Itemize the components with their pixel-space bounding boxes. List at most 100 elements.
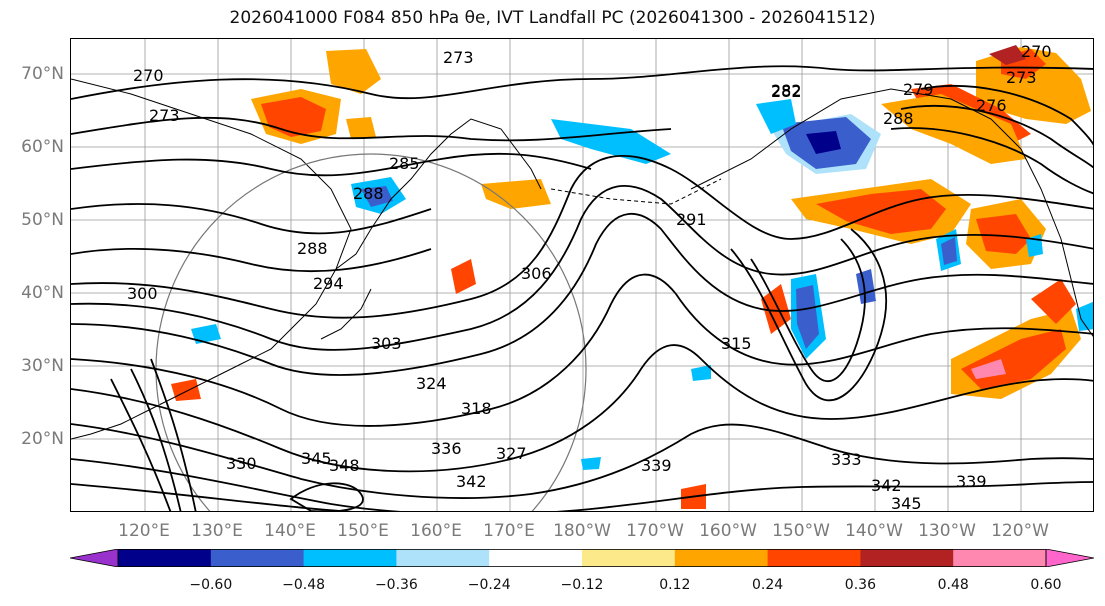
colorbar-segment	[303, 549, 397, 567]
contour-label: 345	[891, 494, 922, 512]
contour-label: 291	[676, 210, 707, 229]
contour-label: 342	[871, 476, 902, 495]
contour-label: 285	[389, 154, 420, 173]
lon-label-180w: 180°W	[553, 521, 611, 541]
colorbar-segment	[674, 549, 769, 567]
colorbar-segment	[118, 549, 212, 567]
colorbar-segment	[860, 549, 954, 567]
contour-label: 345	[301, 449, 332, 468]
pc-blob	[989, 45, 1026, 65]
lat-label-70n: 70°N	[21, 64, 64, 84]
pc-blob	[976, 214, 1031, 254]
pc-shading	[171, 45, 1093, 509]
contour-label: 306	[521, 264, 552, 283]
pc-blob	[191, 324, 221, 344]
colorbar-segment	[210, 549, 305, 567]
contour-label: 288	[353, 184, 384, 203]
lon-label-160e: 160°E	[410, 521, 462, 541]
contour-label: 333	[831, 450, 862, 469]
contour-label: 339	[641, 456, 672, 475]
colorbar-segment	[767, 549, 861, 567]
colorbar-tick-label: −0.36	[374, 577, 418, 593]
contour-label: 300	[127, 284, 158, 303]
lon-label-120w: 120°W	[991, 521, 1049, 541]
colorbar-outline	[117, 549, 1047, 567]
pc-blob	[971, 359, 1006, 379]
pc-blob	[361, 186, 393, 207]
lon-label-140w: 140°W	[845, 521, 903, 541]
contour-label: 288	[883, 109, 914, 128]
contour-label: 327	[496, 444, 527, 463]
pc-blob	[1031, 279, 1076, 324]
pc-blob	[761, 284, 791, 334]
lon-label-140e: 140°E	[264, 521, 316, 541]
colorbar-segment	[953, 549, 1047, 567]
lon-label-170w: 170°W	[626, 521, 684, 541]
colorbar-tick-label: −0.12	[560, 577, 604, 593]
lon-label-150w: 150°W	[772, 521, 830, 541]
map-title: 2026041000 F084 850 hPa θe, IVT Landfall…	[229, 8, 876, 28]
pc-blob	[451, 259, 476, 294]
lat-label-40n: 40°N	[21, 283, 64, 303]
colorbar-tick-label: 0.48	[937, 577, 969, 593]
lat-label-30n: 30°N	[21, 356, 64, 376]
lon-label-130e: 130°E	[191, 521, 243, 541]
contour-label: 303	[371, 334, 402, 353]
contour-label: 273	[149, 106, 180, 125]
contour-label: 279	[903, 80, 934, 99]
colorbar-tick-label: 0.60	[1030, 577, 1062, 593]
contour-label: 270	[1021, 42, 1052, 61]
pc-blob	[806, 131, 841, 154]
pc-blob	[551, 119, 671, 164]
contour-label: 270	[133, 66, 164, 85]
lat-label-60n: 60°N	[21, 137, 64, 157]
pc-blob	[941, 237, 957, 265]
pc-blob	[796, 285, 819, 349]
colorbar-segment	[582, 549, 676, 567]
contour-label: 294	[313, 274, 344, 293]
pc-blob	[481, 179, 551, 209]
contour-label: 330	[226, 454, 257, 473]
contour-label: 273	[443, 48, 474, 67]
pc-blob	[326, 49, 381, 94]
contour-label: 273	[1006, 68, 1037, 87]
pc-blob	[171, 379, 201, 401]
contour-label: 276	[976, 96, 1007, 115]
contour-label: 348	[329, 456, 360, 475]
colorbar-tick-label: 0.12	[659, 577, 691, 593]
contour-label: 282	[771, 81, 802, 100]
lon-label-160w: 160°W	[699, 521, 757, 541]
contour-label: 318	[461, 399, 492, 418]
colorbar-tick-label: 0.24	[752, 577, 784, 593]
contour-label: 342	[456, 472, 487, 491]
colorbar-segment	[396, 549, 490, 567]
pc-blob	[691, 365, 711, 381]
colorbar-extend-max	[1045, 549, 1094, 567]
pc-blob	[856, 269, 876, 304]
lon-label-150e: 150°E	[337, 521, 389, 541]
lon-label-170e: 170°E	[483, 521, 535, 541]
coastlines	[71, 78, 1093, 440]
contour-label-layer: 270 273 273 282 288 285 288 294 300 303 306 315 324 3…	[127, 42, 1052, 512]
lat-label-20n: 20°N	[21, 429, 64, 449]
contour-label: 282	[771, 82, 802, 101]
contour-label: 315	[721, 334, 752, 353]
colorbar-tick-label: −0.24	[467, 577, 511, 593]
colorbar-tick-label: −0.60	[189, 577, 233, 593]
contour-label: 339	[956, 472, 987, 491]
pc-blob	[756, 99, 796, 134]
pc-blob	[346, 117, 376, 139]
theta-e-contours	[71, 65, 1093, 511]
pc-blob	[881, 94, 1026, 164]
map-canvas: 270 273 273 282 288 285 288 294 300 303 306 315 324 3…	[71, 39, 1093, 512]
colorbar-segment	[489, 549, 583, 567]
colorbar	[70, 549, 1094, 567]
contour-label: 288	[297, 239, 328, 258]
lon-label-120e: 120°E	[118, 521, 170, 541]
map-panel: 270 273 273 282 288 285 288 294 300 303 306 315 324 3…	[70, 38, 1094, 512]
lat-label-50n: 50°N	[21, 210, 64, 230]
colorbar-tick-label: −0.48	[282, 577, 326, 593]
colorbar-extend-min	[70, 549, 119, 567]
colorbar-tick-label: 0.36	[844, 577, 876, 593]
contour-label: 336	[431, 439, 462, 458]
